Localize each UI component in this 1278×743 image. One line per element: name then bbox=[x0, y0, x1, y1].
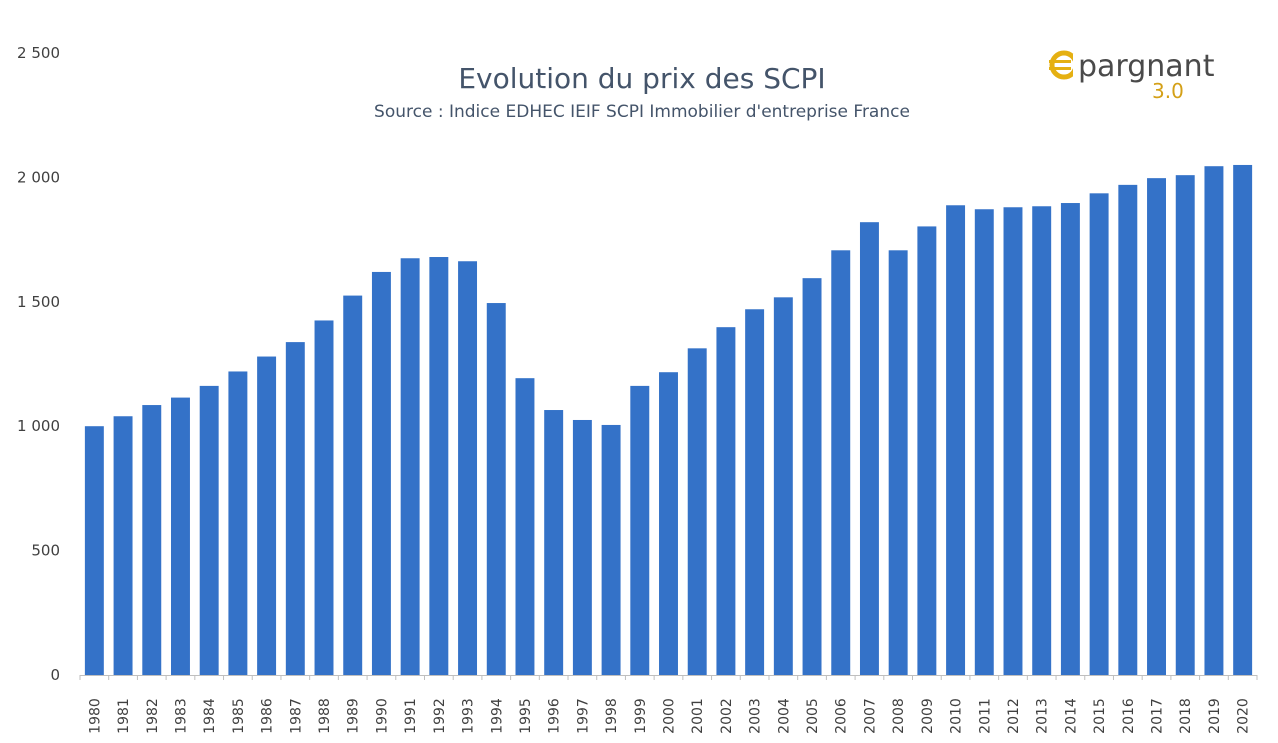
x-tick-label: 2004 bbox=[776, 698, 792, 734]
x-tick-label: 1983 bbox=[173, 698, 189, 734]
bar-1992 bbox=[429, 257, 449, 675]
bar-1986 bbox=[257, 356, 277, 675]
bar-2019 bbox=[1204, 166, 1224, 676]
chart-subtitle: Source : Indice EDHEC IEIF SCPI Immobili… bbox=[374, 102, 910, 122]
bar-2002 bbox=[716, 327, 736, 675]
bar-1989 bbox=[343, 295, 363, 675]
x-tick-label: 2019 bbox=[1207, 698, 1223, 734]
x-tick-label: 1995 bbox=[518, 698, 534, 734]
x-tick-label: 1986 bbox=[260, 698, 276, 734]
bar-1980 bbox=[84, 426, 104, 675]
x-tick-label: 2011 bbox=[977, 698, 993, 734]
x-tick-label: 1996 bbox=[547, 698, 563, 734]
bar-1993 bbox=[458, 261, 478, 675]
bar-2003 bbox=[745, 309, 765, 675]
y-tick-label: 1 000 bbox=[17, 417, 60, 435]
x-tick-label: 1999 bbox=[633, 698, 649, 734]
bar-2000 bbox=[659, 372, 678, 675]
bar-1990 bbox=[371, 271, 391, 675]
bar-2018 bbox=[1175, 175, 1195, 675]
y-tick-label: 500 bbox=[31, 542, 60, 560]
bar-1984 bbox=[199, 385, 219, 675]
bar-2020 bbox=[1233, 164, 1253, 675]
bar-1997 bbox=[572, 419, 592, 675]
y-tick-label: 1 500 bbox=[17, 293, 60, 311]
bar-1981 bbox=[113, 416, 133, 675]
x-tick-label: 1984 bbox=[202, 698, 218, 734]
x-tick-label: 1998 bbox=[604, 698, 620, 734]
bar-2010 bbox=[946, 205, 966, 675]
x-tick-label: 2020 bbox=[1236, 698, 1252, 734]
y-tick-label: 0 bbox=[50, 666, 60, 684]
x-tick-label: 2012 bbox=[1006, 698, 1022, 734]
bar-1988 bbox=[314, 320, 334, 675]
x-tick-label: 2016 bbox=[1121, 698, 1137, 734]
x-axis: 1980 1981 1982 1983 1984 1985 1986 1987 1988 1989… bbox=[79, 675, 1258, 734]
y-tick-label: 2 000 bbox=[17, 168, 60, 186]
bar-1995 bbox=[515, 378, 535, 675]
x-tick-label: 1980 bbox=[87, 698, 103, 734]
x-tick-label: 1994 bbox=[489, 698, 505, 734]
bar-2008 bbox=[888, 250, 908, 675]
bar-1983 bbox=[171, 397, 190, 675]
x-tick-label: 2007 bbox=[862, 698, 878, 734]
x-tick-label: 1990 bbox=[374, 698, 390, 734]
x-tick-label: 1987 bbox=[288, 698, 304, 734]
x-tick-label: 1997 bbox=[575, 698, 591, 734]
x-tick-label: 2015 bbox=[1092, 698, 1108, 734]
logo-text: pargnant bbox=[1078, 49, 1215, 84]
bar-2011 bbox=[974, 209, 994, 675]
x-tick-label: 2002 bbox=[719, 698, 735, 734]
logo: pargnant 3.0 bbox=[1049, 49, 1215, 103]
bar-1991 bbox=[400, 258, 420, 675]
bar-2001 bbox=[687, 348, 707, 675]
x-tick-label: 2006 bbox=[834, 698, 850, 734]
x-tick-label: 2001 bbox=[690, 698, 706, 734]
x-tick-label: 2003 bbox=[748, 698, 764, 734]
bar-2004 bbox=[773, 297, 793, 675]
x-tick-label: 2009 bbox=[920, 698, 936, 734]
x-tick-label: 2008 bbox=[891, 698, 907, 734]
bars bbox=[84, 164, 1253, 676]
bar-1985 bbox=[228, 371, 248, 675]
bar-1998 bbox=[601, 424, 621, 675]
chart-title: Evolution du prix des SCPI bbox=[458, 62, 825, 95]
bar-2015 bbox=[1089, 193, 1109, 676]
x-tick-label: 1989 bbox=[346, 698, 362, 734]
x-tick-label: 1991 bbox=[403, 698, 419, 734]
x-tick-label: 2017 bbox=[1150, 698, 1166, 734]
euro-icon bbox=[1049, 50, 1079, 80]
x-tick-label: 1981 bbox=[116, 698, 132, 734]
x-tick-label: 2005 bbox=[805, 698, 821, 734]
bar-2006 bbox=[831, 250, 851, 675]
bar-1987 bbox=[285, 342, 305, 675]
x-tick-label: 2018 bbox=[1178, 698, 1194, 734]
x-tick-label: 1992 bbox=[432, 698, 448, 734]
bar-2017 bbox=[1147, 178, 1166, 675]
bar-1996 bbox=[544, 410, 564, 675]
bar-2012 bbox=[1003, 207, 1023, 676]
x-tick-label: 2014 bbox=[1063, 698, 1079, 734]
x-tick-label: 1985 bbox=[231, 698, 247, 734]
bar-2016 bbox=[1118, 184, 1138, 675]
x-tick-label: 1988 bbox=[317, 698, 333, 734]
bar-1982 bbox=[142, 405, 162, 675]
y-tick-label: 2 500 bbox=[17, 44, 60, 62]
y-axis: 0 500 1 000 1 500 2 000 2 500 bbox=[17, 44, 60, 684]
x-tick-label: 2010 bbox=[949, 698, 965, 734]
bar-2005 bbox=[802, 278, 822, 675]
x-tick-label: 1982 bbox=[145, 698, 161, 734]
bar-1994 bbox=[486, 303, 506, 675]
bar-2007 bbox=[859, 222, 879, 675]
logo-version: 3.0 bbox=[1152, 79, 1184, 103]
x-tick-label: 1993 bbox=[461, 698, 477, 734]
x-tick-label: 2000 bbox=[662, 698, 678, 734]
bar-2009 bbox=[917, 226, 937, 675]
x-tick-label: 2013 bbox=[1035, 698, 1051, 734]
bar-2013 bbox=[1032, 206, 1052, 675]
bar-1999 bbox=[630, 385, 650, 675]
bar-2014 bbox=[1060, 203, 1080, 675]
